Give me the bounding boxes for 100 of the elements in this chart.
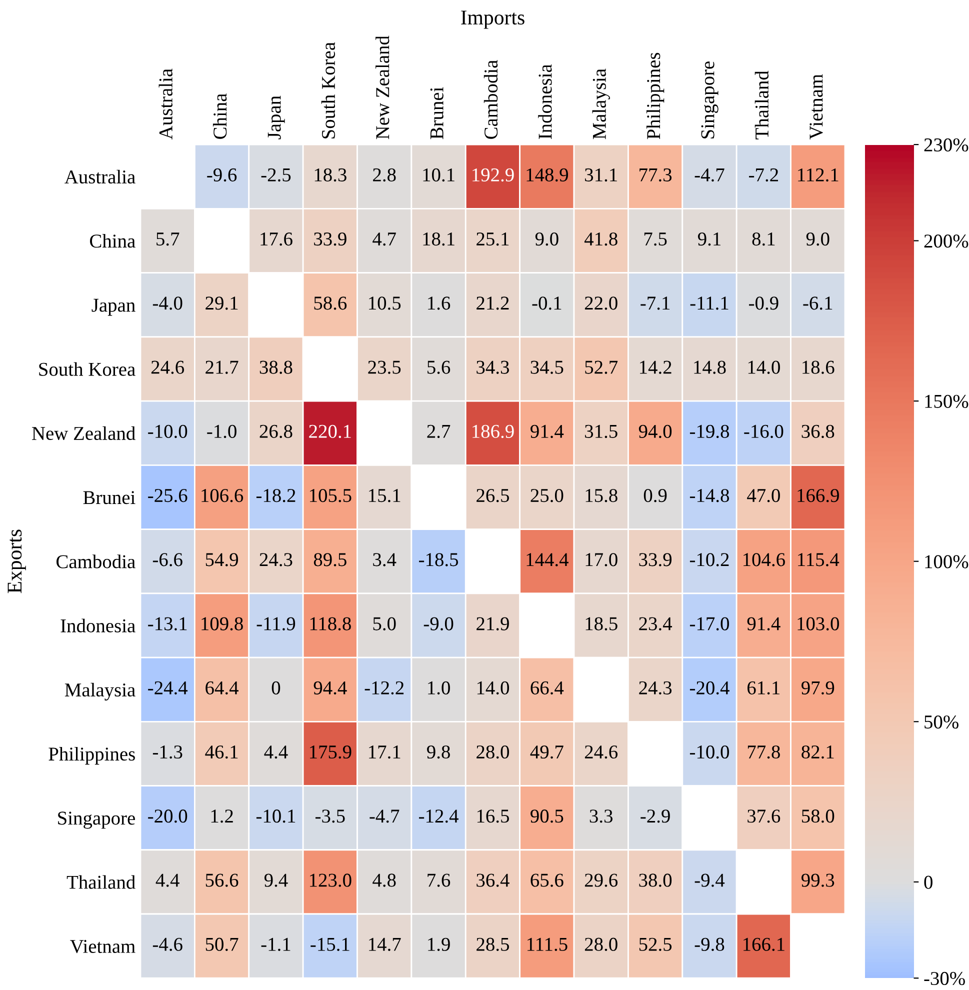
y-tick-label: Singapore — [58, 812, 135, 829]
data-label: 25.0 — [530, 488, 564, 502]
color-bar-label: 100% — [925, 555, 968, 568]
x-tick-label: Brunei — [430, 87, 444, 140]
data-label: -19.8 — [690, 424, 730, 438]
data-label: 7.5 — [644, 232, 667, 246]
color-bar-label: 150% — [925, 394, 968, 408]
data-label: 148.9 — [526, 168, 568, 182]
data-label: 14.0 — [477, 681, 510, 695]
data-label: -17.0 — [690, 617, 730, 630]
data-label: 1.9 — [428, 938, 450, 952]
data-label: 109.8 — [202, 617, 243, 630]
data-label: 33.9 — [639, 553, 672, 566]
data-label: 91.4 — [747, 617, 780, 630]
data-label: 50.7 — [206, 938, 238, 952]
y-axis-title: Exports — [8, 530, 26, 594]
data-label: 175.9 — [310, 745, 352, 759]
data-label: 166.9 — [798, 489, 839, 502]
data-label: 26.5 — [476, 489, 509, 502]
data-label: 89.5 — [314, 553, 346, 566]
y-tick-label: Thailand — [66, 875, 136, 889]
x-axis-title: Imports — [461, 10, 524, 29]
data-label: 112.1 — [798, 168, 838, 182]
data-label: 94.4 — [314, 681, 347, 695]
data-label: 77.3 — [640, 168, 672, 182]
data-label: 64.4 — [206, 681, 238, 695]
y-tick-label: South Korea — [39, 362, 136, 376]
x-tick-label: Singapore — [701, 62, 718, 138]
data-label: 21.2 — [476, 296, 509, 310]
data-label: 29.1 — [206, 296, 238, 310]
data-label: 52.5 — [639, 938, 672, 952]
data-label: 103.0 — [798, 617, 840, 630]
color-bar-label: 0 — [924, 876, 932, 889]
data-label: 24.3 — [260, 553, 292, 566]
data-label: 123.0 — [310, 874, 352, 887]
data-label: 46.1 — [205, 745, 238, 759]
data-label: 115.4 — [798, 553, 840, 566]
data-label: -11.9 — [256, 617, 296, 630]
data-label: -4.7 — [694, 168, 724, 182]
data-label: 144.4 — [526, 553, 568, 566]
data-label: -9.0 — [424, 617, 454, 630]
data-label: 52.7 — [585, 360, 618, 374]
data-label: 4.7 — [372, 232, 396, 246]
data-label: -16.0 — [744, 424, 784, 438]
data-label: 18.3 — [314, 168, 346, 182]
data-label: -13.1 — [148, 617, 187, 630]
data-label: 18.1 — [423, 232, 454, 246]
data-label: -7.2 — [749, 168, 778, 182]
data-label: -10.0 — [690, 745, 730, 759]
data-label: 9.4 — [264, 874, 288, 887]
data-label: 28.0 — [476, 745, 510, 759]
data-label: 99.3 — [801, 874, 834, 887]
data-label: 9.0 — [535, 232, 558, 246]
data-label: 91.4 — [530, 424, 564, 438]
data-label: 5.6 — [428, 360, 450, 374]
data-label: 24.6 — [584, 745, 618, 759]
data-label: 3.3 — [590, 810, 613, 823]
data-label: -11.1 — [690, 296, 728, 310]
data-label: -4.6 — [152, 938, 182, 952]
data-label: 192.9 — [472, 168, 514, 182]
x-tick-label: South Korea — [321, 42, 336, 138]
y-tick-label: Australia — [64, 170, 136, 184]
data-label: 4.4 — [156, 874, 180, 887]
x-tick-label: New Zealand — [376, 36, 390, 140]
data-label: 17.0 — [586, 553, 618, 566]
data-label: 61.1 — [748, 681, 780, 695]
data-label: -3.5 — [316, 810, 345, 823]
y-tick-label: New Zealand — [32, 426, 136, 440]
data-label: -1.1 — [261, 938, 290, 952]
data-label: 2.8 — [373, 168, 396, 182]
data-label: 186.9 — [472, 424, 514, 438]
data-label: -15.1 — [310, 938, 350, 952]
color-bar-label: 230% — [924, 138, 968, 152]
data-label: 36.8 — [802, 424, 834, 438]
data-label: 14.0 — [748, 360, 780, 374]
data-label: 10.1 — [423, 168, 454, 182]
data-label: -6.1 — [803, 296, 832, 310]
data-label: 14.8 — [694, 360, 726, 374]
data-label: 31.5 — [585, 424, 618, 438]
data-label: 25.1 — [476, 232, 509, 246]
data-label: 24.3 — [639, 681, 672, 695]
data-label: 15.1 — [369, 489, 400, 502]
data-label: 77.8 — [748, 745, 780, 759]
data-label: -9.6 — [207, 168, 237, 182]
data-label: 3.4 — [373, 553, 396, 566]
data-label: 16.5 — [477, 810, 509, 823]
data-label: -4.7 — [370, 810, 400, 823]
data-label: -2.5 — [261, 168, 291, 182]
data-label: 29.6 — [584, 874, 618, 887]
x-tick-label: China — [212, 94, 227, 139]
data-label: 22.0 — [584, 296, 618, 310]
data-label: 17.1 — [369, 746, 400, 759]
data-label: 2.7 — [427, 424, 450, 438]
data-label: -6.6 — [152, 553, 182, 566]
data-label: 106.6 — [202, 488, 244, 502]
y-tick-label: Vietnam — [70, 940, 136, 954]
x-tick-label: Philippines — [646, 52, 664, 140]
x-tick-label: Malaysia — [592, 68, 610, 140]
data-label: 66.4 — [530, 681, 564, 695]
data-label: -7.1 — [640, 296, 670, 310]
